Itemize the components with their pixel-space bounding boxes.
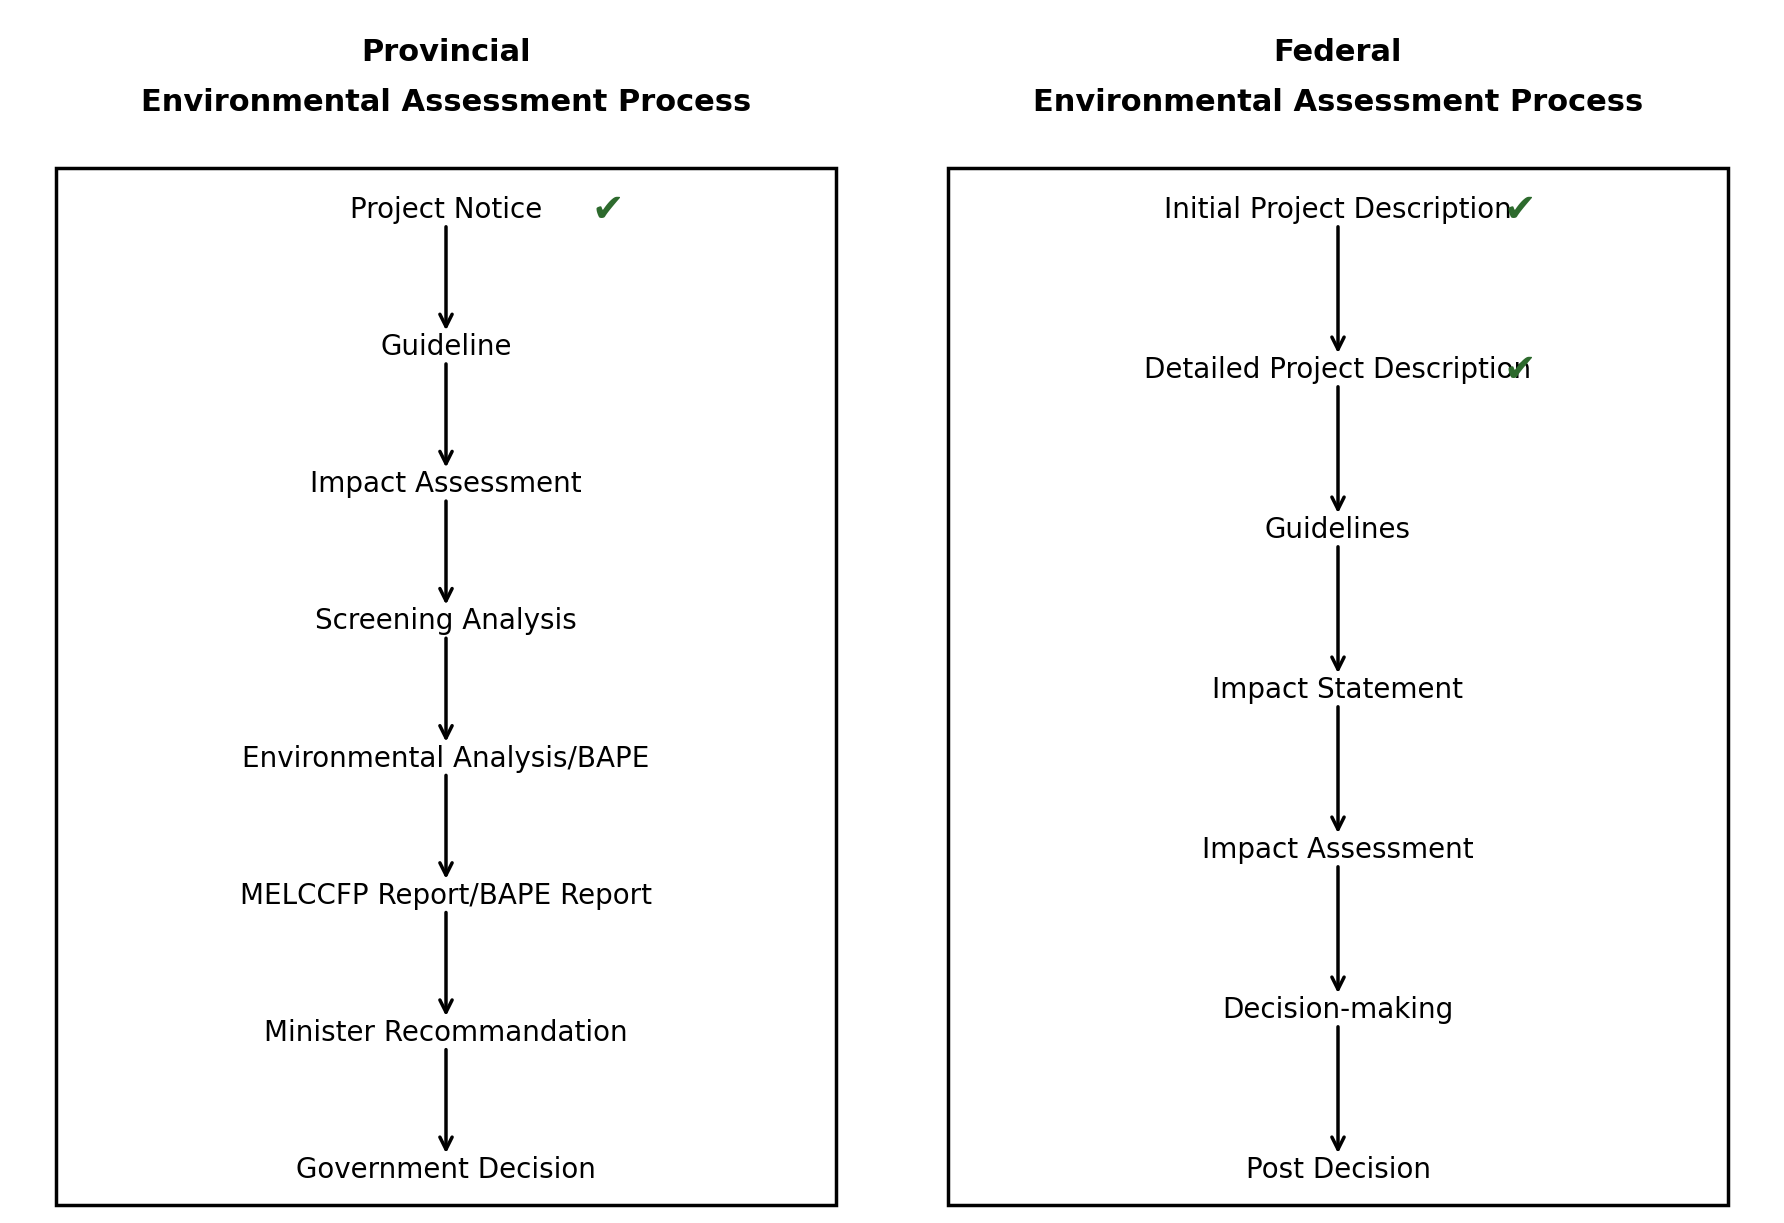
Text: Impact Assessment: Impact Assessment xyxy=(310,471,582,498)
Text: Detailed Project Description: Detailed Project Description xyxy=(1145,356,1531,384)
Text: ✔: ✔ xyxy=(1502,191,1536,229)
Text: Initial Project Description: Initial Project Description xyxy=(1165,196,1511,224)
Text: Environmental Assessment Process: Environmental Assessment Process xyxy=(141,88,751,117)
Text: Decision-making: Decision-making xyxy=(1222,996,1454,1024)
Bar xyxy=(55,168,837,1205)
Text: ✔: ✔ xyxy=(591,191,624,229)
Text: Post Decision: Post Decision xyxy=(1245,1156,1431,1184)
Text: Minister Recommandation: Minister Recommandation xyxy=(264,1019,628,1047)
Text: Environmental Assessment Process: Environmental Assessment Process xyxy=(1033,88,1643,117)
Text: Government Decision: Government Decision xyxy=(296,1156,596,1184)
Text: Environmental Analysis/BAPE: Environmental Analysis/BAPE xyxy=(243,745,649,773)
Text: ✔: ✔ xyxy=(1502,351,1536,389)
Text: Impact Statement: Impact Statement xyxy=(1213,676,1463,704)
Bar xyxy=(947,168,1729,1205)
Text: Guideline: Guideline xyxy=(380,333,512,361)
Text: Impact Assessment: Impact Assessment xyxy=(1202,837,1474,863)
Text: Guidelines: Guidelines xyxy=(1265,516,1411,544)
Text: Provincial: Provincial xyxy=(360,38,532,67)
Text: Project Notice: Project Notice xyxy=(350,196,542,224)
Text: Federal: Federal xyxy=(1274,38,1402,67)
Text: Screening Analysis: Screening Analysis xyxy=(316,608,576,636)
Text: MELCCFP Report/BAPE Report: MELCCFP Report/BAPE Report xyxy=(241,882,651,910)
